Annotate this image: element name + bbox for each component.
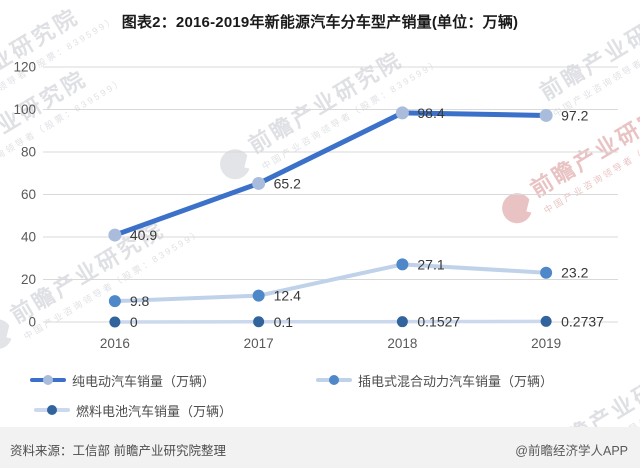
x-tick-label: 2017 [244,336,274,351]
x-tick-label: 2019 [531,336,561,351]
chart-title: 图表2：2016-2019年新能源汽车分车型产销量(单位：万辆) [121,14,519,31]
value-label: 12.4 [274,288,301,304]
series-line [113,319,548,324]
value-label: 0.1 [274,314,294,330]
legend-swatch-line-dot-icon [30,370,66,390]
data-source-text: 资料来源：工信部 前瞻产业研究院整理 [10,444,226,458]
x-tick-label: 2018 [387,336,417,351]
credit-text: @前瞻经济学人APP [515,444,628,458]
value-label: 40.9 [130,227,157,243]
y-tick-label: 0 [28,315,36,330]
value-label: 9.8 [130,293,150,309]
value-label: 0.2737 [561,313,604,329]
data-point-marker [539,108,553,122]
data-point-marker [396,316,408,328]
y-tick-label: 100 [13,102,36,117]
legend-item-pure-electric: 纯电动汽车销量（万辆） [30,370,215,390]
data-point-marker [395,106,409,120]
y-tick-label: 80 [21,145,36,160]
data-point-marker [540,266,553,279]
series-line [112,262,549,304]
footer-bar: 资料来源：工信部 前瞻产业研究院整理 @前瞻经济学人APP [0,427,640,468]
data-point-marker [109,316,121,328]
legend-item-fuel-cell: 燃料电池汽车销量（万辆） [34,400,232,420]
y-tick-label: 20 [21,272,36,287]
legend-label: 纯电动汽车销量（万辆） [72,373,216,389]
legend-label: 插电式混合动力汽车销量（万辆） [358,373,554,389]
data-point-marker [252,289,265,302]
series-line [112,110,549,238]
x-tick-label: 2016 [100,336,130,351]
data-point-marker [108,295,121,308]
data-point-marker [396,258,409,271]
data-point-marker [540,315,552,327]
value-label: 0 [130,314,138,330]
y-tick-label: 60 [21,187,36,202]
legend-label: 燃料电池汽车销量（万辆） [76,403,233,419]
value-label: 0.1527 [417,314,460,330]
value-label: 97.2 [561,107,588,123]
value-label: 98.4 [417,105,444,121]
legend-swatch-line-dot-icon [34,400,70,420]
y-tick-label: 120 [13,60,36,75]
value-label: 65.2 [274,175,301,191]
line-chart: 0 20 40 60 80 100 120 2016 2017 2018 2019 40.9 65.2 9… [13,60,618,351]
legend-swatch-line-dot-icon [316,370,352,390]
legend-item-plugin-hybrid: 插电式混合动力汽车销量（万辆） [316,370,553,390]
y-tick-label: 40 [21,230,36,245]
data-point-marker [253,316,265,328]
data-point-marker [252,176,266,190]
value-label: 23.2 [561,265,588,281]
value-label: 27.1 [417,256,444,272]
data-point-marker [108,228,122,242]
